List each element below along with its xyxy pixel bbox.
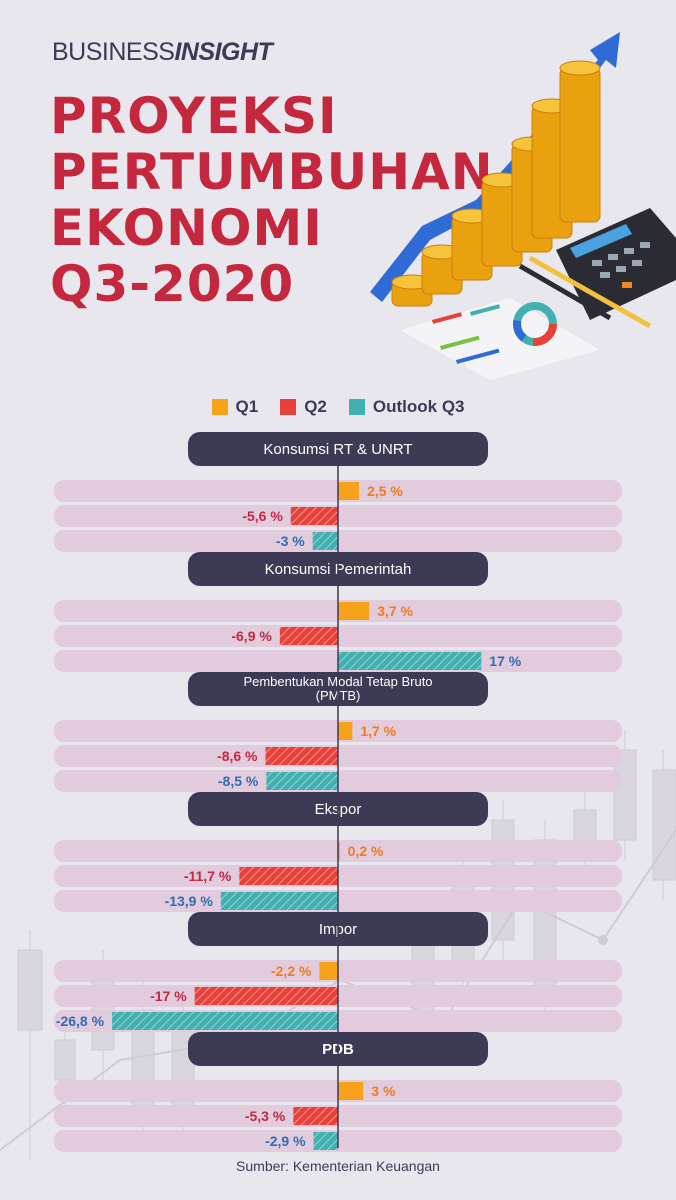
bar-q1 bbox=[338, 602, 370, 620]
data-label-q1: 0,2 % bbox=[348, 843, 384, 859]
data-label-q1: 3 % bbox=[371, 1083, 396, 1099]
category-header bbox=[188, 432, 488, 466]
category-label: Konsumsi RT & UNRT bbox=[263, 441, 412, 458]
data-label-q1: 3,7 % bbox=[377, 603, 413, 619]
data-label-q2: -5,6 % bbox=[242, 508, 283, 524]
source-note: Sumber: Kementerian Keuangan bbox=[236, 1158, 440, 1174]
brand-logo: BUSINESSINSIGHT bbox=[52, 38, 273, 67]
legend-item-q1: Q1 bbox=[211, 397, 259, 417]
bar-q1 bbox=[338, 482, 360, 500]
brand-part-insight: INSIGHT bbox=[174, 38, 273, 66]
report-paper-icon bbox=[400, 298, 600, 380]
coin-stacks-icon bbox=[391, 60, 601, 307]
data-label-q3: -8,5 % bbox=[218, 773, 259, 789]
bar-q3 bbox=[338, 652, 482, 670]
bar-q2 bbox=[279, 627, 338, 645]
bar-q1 bbox=[338, 722, 353, 740]
legend-swatch-q2 bbox=[280, 399, 297, 415]
legend-label-outlook-q3: Outlook Q3 bbox=[372, 397, 465, 416]
bar-q3 bbox=[313, 1132, 338, 1150]
title-line-3: EKONOMI bbox=[50, 199, 323, 257]
bar-q3 bbox=[112, 1012, 339, 1030]
brand-part-business: BUSINESS bbox=[52, 38, 175, 66]
legend-swatch-q3 bbox=[348, 399, 365, 415]
data-label-q1: 2,5 % bbox=[367, 483, 403, 499]
data-label-q1: -2,2 % bbox=[271, 963, 312, 979]
bar-q2 bbox=[290, 507, 338, 525]
data-label-q2: -11,7 % bbox=[184, 868, 232, 884]
title-line-4: Q3-2020 bbox=[50, 255, 295, 313]
pencil-icon bbox=[518, 255, 652, 329]
bar-q1 bbox=[319, 962, 338, 980]
data-label-q3: 17 % bbox=[489, 653, 521, 669]
data-label-q3: -3 % bbox=[276, 533, 305, 549]
data-label-q2: -17 % bbox=[150, 988, 187, 1004]
data-label-q2: -8,6 % bbox=[217, 748, 258, 764]
data-label-q1: 1,7 % bbox=[360, 723, 396, 739]
bar-q1 bbox=[338, 842, 340, 860]
data-label-q3: -26,8 % bbox=[56, 1013, 105, 1029]
bar-q3 bbox=[266, 772, 338, 790]
legend-swatch-q1 bbox=[211, 399, 228, 415]
page-title: PROYEKSI PERTUMBUHAN EKONOMI Q3-2020 bbox=[50, 88, 494, 312]
growth-arrow-icon bbox=[370, 32, 620, 302]
bar-q2 bbox=[293, 1107, 338, 1125]
bar-q2 bbox=[239, 867, 338, 885]
bar-q3 bbox=[312, 532, 338, 550]
data-label-q3: -2,9 % bbox=[265, 1133, 306, 1149]
bar-q2 bbox=[265, 747, 338, 765]
chart-legend: Q1 Q2 Outlook Q3 bbox=[0, 397, 676, 417]
title-line-1: PROYEKSI bbox=[50, 87, 338, 145]
bar-q2 bbox=[194, 987, 338, 1005]
legend-item-outlook-q3: Outlook Q3 bbox=[348, 397, 465, 417]
bar-q1 bbox=[338, 1082, 364, 1100]
data-label-q3: -13,9 % bbox=[165, 893, 214, 909]
legend-item-q2: Q2 bbox=[280, 397, 327, 417]
bar-q3 bbox=[220, 892, 338, 910]
legend-label-q2: Q2 bbox=[304, 397, 327, 416]
data-label-q2: -5,3 % bbox=[245, 1108, 286, 1124]
legend-label-q1: Q1 bbox=[235, 397, 259, 416]
economy-growth-illustration bbox=[370, 32, 676, 380]
title-line-2: PERTUMBUHAN bbox=[50, 143, 494, 201]
data-label-q2: -6,9 % bbox=[231, 628, 272, 644]
